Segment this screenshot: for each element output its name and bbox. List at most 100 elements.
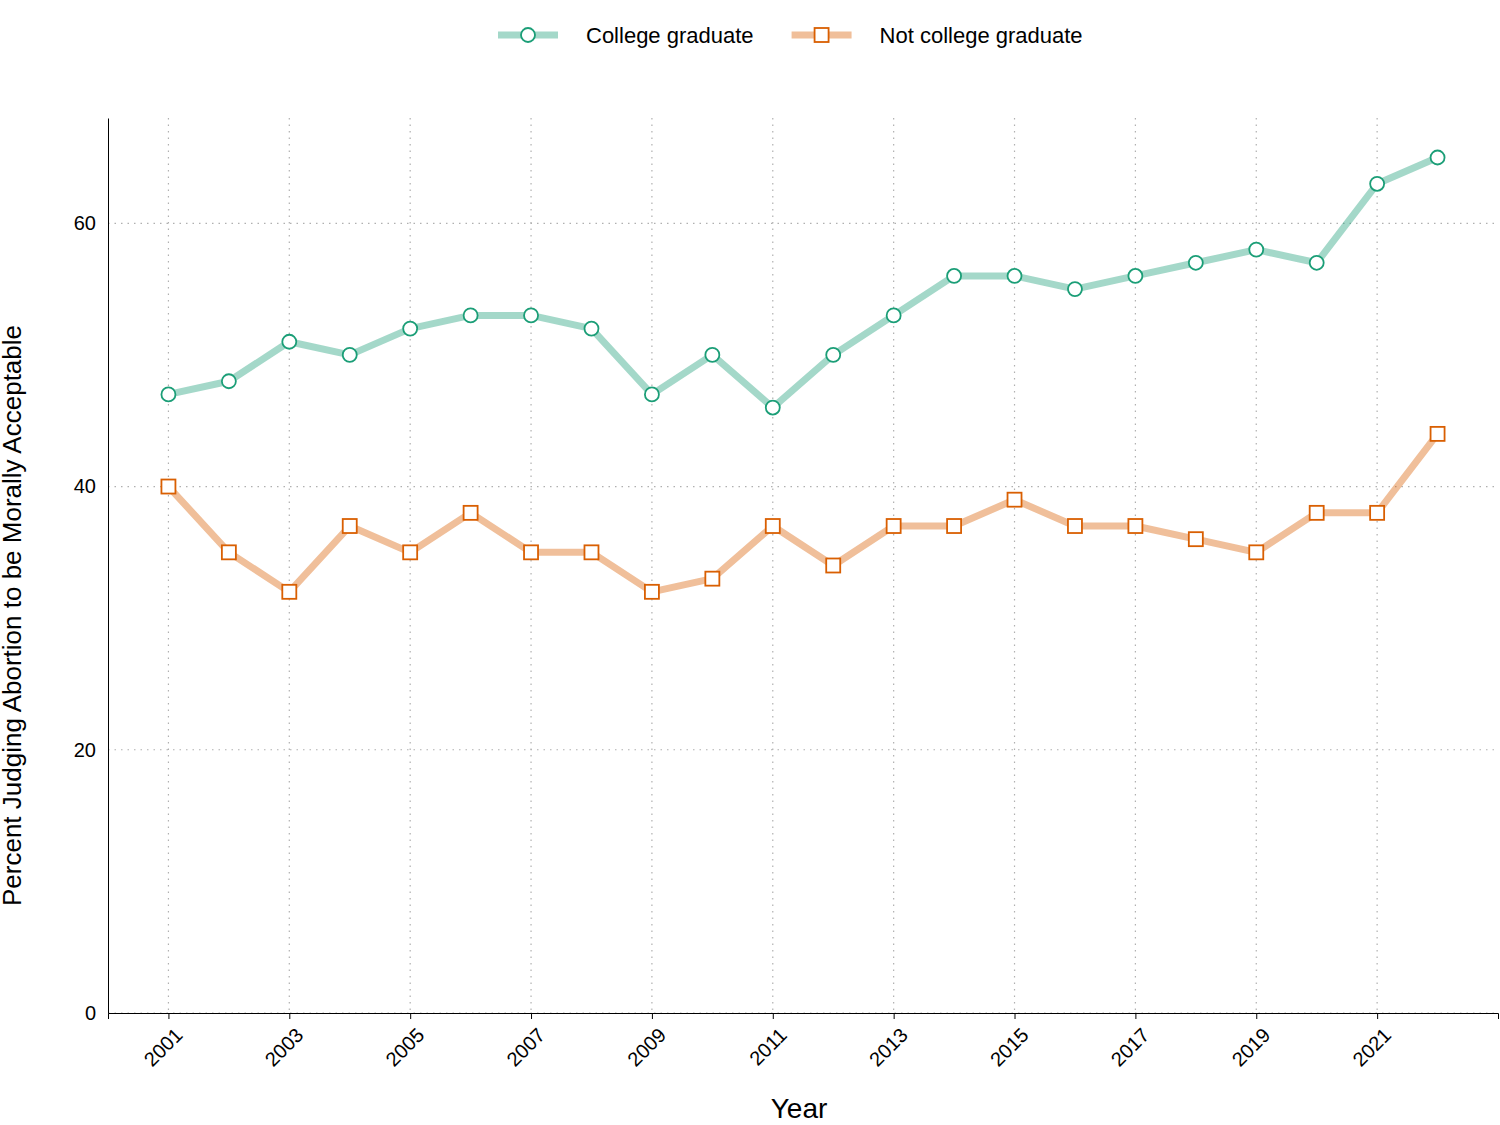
grid: [108, 118, 1498, 1013]
x-tick: 2017: [1107, 1013, 1154, 1071]
y-tick: 0: [85, 1002, 108, 1024]
series-marker: [826, 348, 840, 362]
marks: [161, 150, 1444, 598]
series-marker: [645, 585, 659, 599]
series-marker: [403, 322, 417, 336]
series-marker: [1249, 545, 1263, 559]
legend-marker: [521, 28, 535, 42]
series-line: [168, 434, 1437, 592]
grid-line-x: [1135, 118, 1136, 1013]
y-tick-label: 0: [85, 1002, 96, 1024]
series-marker: [584, 545, 598, 559]
series-marker: [1189, 256, 1203, 270]
series-marker: [1431, 427, 1445, 441]
series-marker: [766, 401, 780, 415]
series-marker: [947, 269, 961, 283]
legend-item: College graduate: [498, 23, 754, 48]
grid-line-x: [530, 118, 531, 1013]
series-marker: [705, 348, 719, 362]
y-tick: 40: [74, 475, 108, 497]
grid-line-x: [651, 118, 652, 1013]
legend-label: Not college graduate: [880, 23, 1083, 48]
x-tick: 2015: [986, 1013, 1033, 1071]
x-tick-mark: [1256, 1013, 1257, 1019]
x-tick-mark: [531, 1013, 532, 1019]
x-tick-mark: [1377, 1013, 1378, 1019]
y-tick: 60: [74, 212, 108, 234]
x-tick: 2007: [502, 1013, 549, 1071]
series-line: [168, 157, 1437, 407]
series-marker: [282, 585, 296, 599]
x-tick: 2013: [865, 1013, 912, 1071]
series-marker: [524, 545, 538, 559]
x-tick-label: 2005: [381, 1024, 428, 1071]
series-marker: [645, 387, 659, 401]
grid-line-x: [772, 118, 773, 1013]
series-marker: [1370, 506, 1384, 520]
y-axis-line: [108, 119, 109, 1014]
x-tick: 2009: [623, 1013, 670, 1071]
x-tick-mark: [773, 1013, 774, 1019]
legend-item: Not college graduate: [792, 23, 1083, 48]
x-tick: 2001: [140, 1013, 187, 1071]
series-marker: [161, 480, 175, 494]
grid-line-y: [108, 486, 1498, 487]
y-tick-label: 40: [74, 475, 96, 497]
x-axis-title: Year: [771, 1093, 828, 1124]
series-marker: [1431, 150, 1445, 164]
series-marker: [1128, 269, 1142, 283]
series-marker: [403, 545, 417, 559]
grid-line-x: [289, 118, 290, 1013]
x-tick-label: 2011: [745, 1024, 791, 1070]
grid-line-y: [108, 749, 1498, 750]
series-marker: [161, 387, 175, 401]
x-tick-label: 2007: [502, 1024, 549, 1071]
x-tick-label: 2017: [1107, 1024, 1154, 1071]
series-marker: [222, 545, 236, 559]
legend-label: College graduate: [586, 23, 754, 48]
x-tick-mark: [1135, 1013, 1136, 1019]
series-marker: [464, 308, 478, 322]
x-tick: 2021: [1348, 1013, 1395, 1071]
series-marker: [1189, 532, 1203, 546]
series-marker: [1008, 269, 1022, 283]
series-marker: [887, 519, 901, 533]
grid-line-x: [1377, 118, 1378, 1013]
series-marker: [887, 308, 901, 322]
series-marker: [947, 519, 961, 533]
y-tick-label: 60: [74, 212, 96, 234]
x-tick: 2011: [745, 1013, 791, 1070]
series-marker: [705, 572, 719, 586]
x-tick: 2019: [1227, 1013, 1274, 1071]
grid-line-y: [108, 223, 1498, 224]
x-tick-label: 2009: [623, 1024, 670, 1071]
series: [161, 427, 1444, 599]
y-axis-title: Percent Judging Abortion to be Morally A…: [0, 325, 27, 906]
chart: 2001 2003 2005 2007 2009 2011 2013 2015 2017 2019…: [0, 0, 1500, 1125]
series-marker: [1310, 506, 1324, 520]
x-tick: 2005: [381, 1013, 428, 1071]
x-tick-mark: [289, 1013, 290, 1019]
series-marker: [282, 335, 296, 349]
series-marker: [1068, 282, 1082, 296]
legend-marker: [815, 28, 829, 42]
series-marker: [826, 559, 840, 573]
legend: College graduate Not college graduate: [498, 23, 1083, 48]
y-tick-label: 20: [74, 739, 96, 761]
series-marker: [1370, 177, 1384, 191]
x-tick: 2003: [260, 1013, 307, 1071]
series-marker: [1008, 493, 1022, 507]
series-marker: [1249, 243, 1263, 257]
series: [161, 150, 1444, 414]
series-marker: [1128, 519, 1142, 533]
y-axis: 0 20 40 60: [74, 119, 109, 1024]
x-tick-mark: [168, 1013, 169, 1019]
x-tick-mark: [652, 1013, 653, 1019]
x-tick-mark: [410, 1013, 411, 1019]
x-tick-label: 2013: [865, 1024, 912, 1071]
x-tick-label: 2019: [1227, 1024, 1274, 1071]
series-marker: [343, 348, 357, 362]
grid-line-x: [893, 118, 894, 1013]
x-tick-label: 2003: [260, 1024, 307, 1071]
series-marker: [584, 322, 598, 336]
